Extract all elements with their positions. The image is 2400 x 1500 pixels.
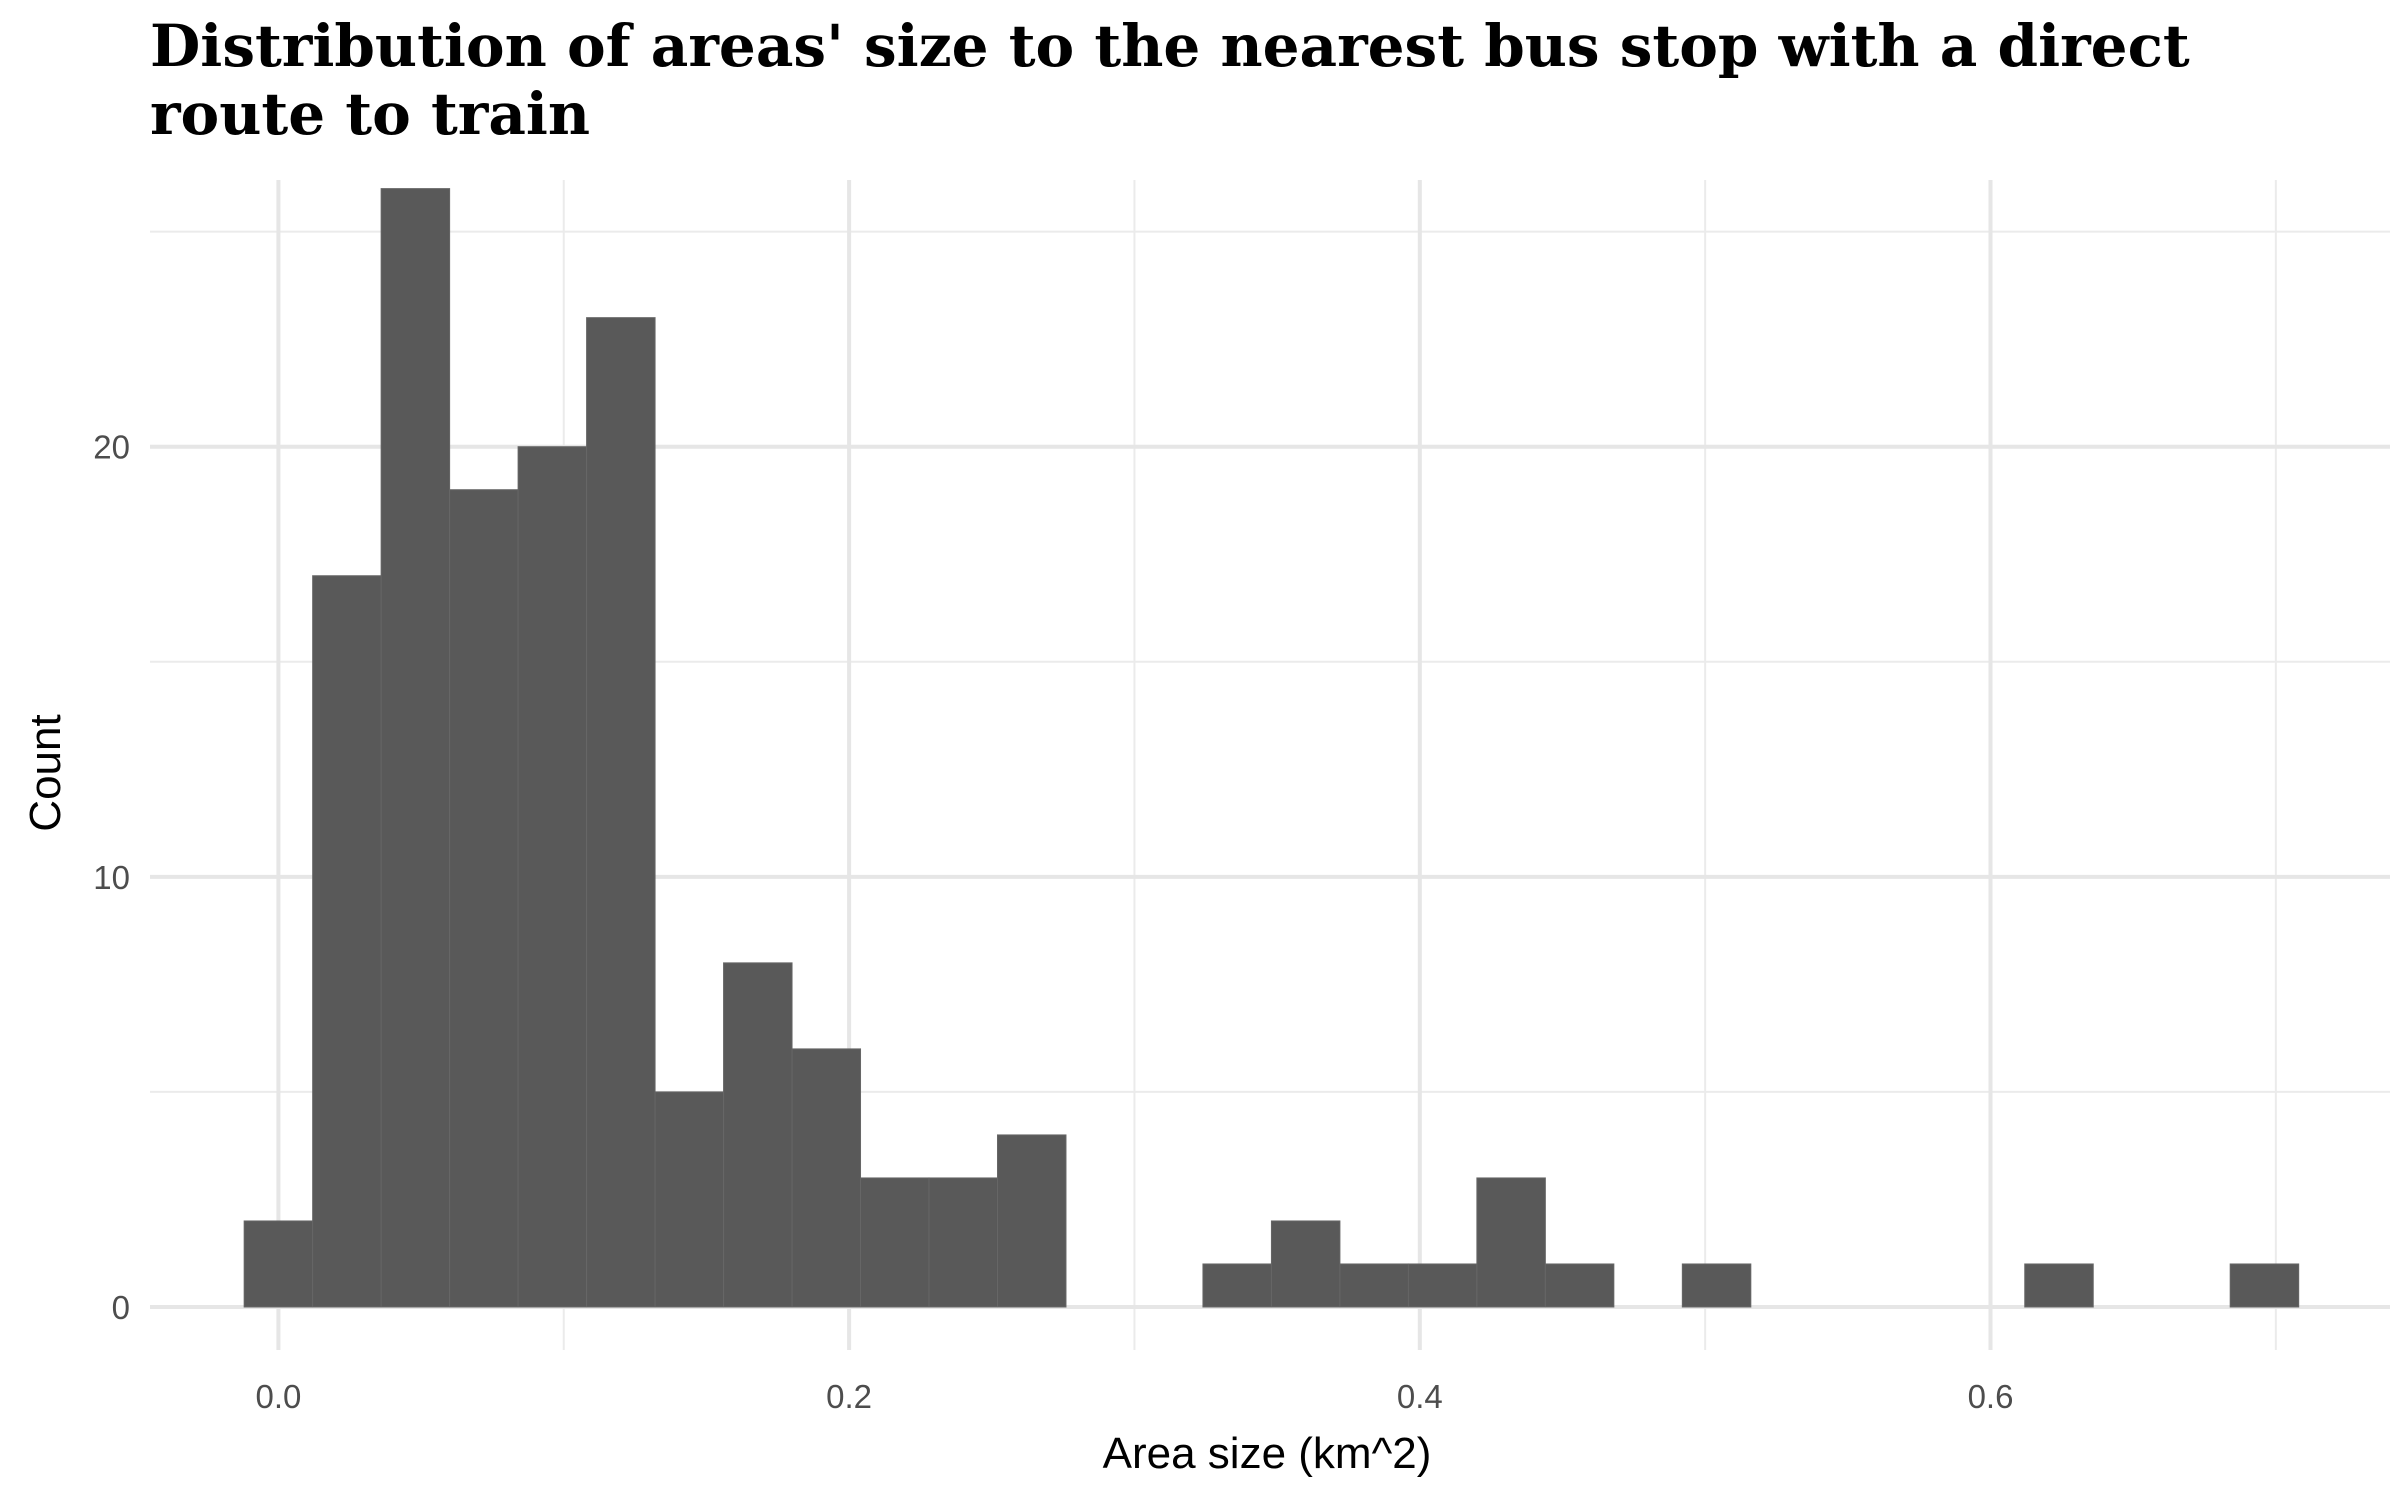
histogram-bar [1202, 1263, 1272, 1308]
histogram-bar [1270, 1220, 1341, 1308]
histogram-bar [928, 1177, 998, 1308]
histogram-bar [996, 1134, 1067, 1308]
y-tick-label: 10 [93, 859, 130, 896]
y-tick-label: 20 [93, 429, 130, 466]
histogram-bar [517, 446, 588, 1308]
histogram-bars [243, 188, 2300, 1308]
x-tick-label: 0.2 [826, 1378, 872, 1415]
histogram-bar [1407, 1263, 1478, 1308]
histogram-bar [449, 489, 519, 1308]
histogram-bar [1681, 1263, 1752, 1308]
x-tick-label: 0.6 [1968, 1378, 2014, 1415]
histogram-bar [586, 317, 656, 1308]
chart-title: Distribution of areas' size to the neare… [150, 12, 2190, 148]
histogram-bar [380, 188, 451, 1308]
histogram-bar [1476, 1177, 1546, 1308]
histogram-bar [312, 575, 382, 1308]
histogram-bar [2229, 1263, 2300, 1308]
x-tick-label: 0.0 [255, 1378, 301, 1415]
tick-labels: 0.0 0.2 0.4 0.6 0 10 20 [93, 429, 2013, 1415]
x-axis-title: Area size (km^2) [1103, 1429, 1432, 1478]
histogram-bar [243, 1220, 314, 1308]
histogram-bar [791, 1048, 862, 1308]
y-tick-label: 0 [112, 1289, 130, 1326]
histogram-bar [654, 1091, 725, 1308]
y-axis-title: Count [21, 714, 70, 831]
histogram-bar [723, 962, 793, 1308]
histogram-bar [860, 1177, 930, 1308]
histogram-bar [1544, 1263, 1615, 1308]
histogram-bar [1339, 1263, 1409, 1308]
x-tick-label: 0.4 [1397, 1378, 1443, 1415]
histogram-bar [2024, 1263, 2094, 1308]
